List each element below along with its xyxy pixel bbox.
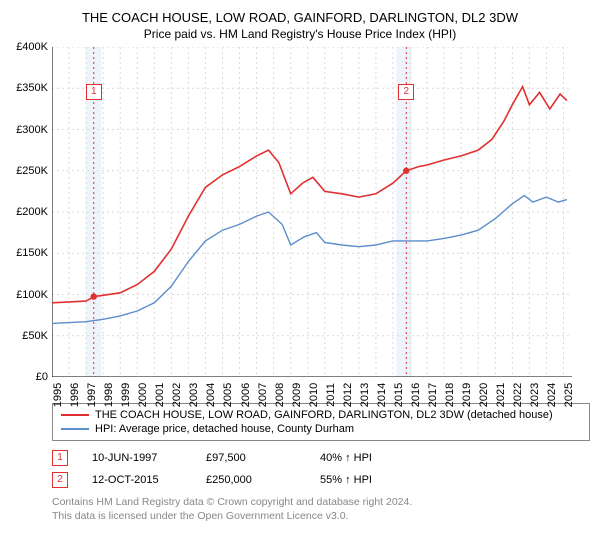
xtick-label: 2015: [393, 383, 405, 407]
chart-marker-2: 2: [398, 84, 414, 100]
legend-label-property: THE COACH HOUSE, LOW ROAD, GAINFORD, DAR…: [95, 409, 553, 421]
ytick-label: £150K: [16, 247, 48, 259]
ytick-label: £400K: [16, 41, 48, 53]
xtick-label: 2025: [563, 383, 575, 407]
ytick-label: £200K: [16, 206, 48, 218]
legend-item-property: THE COACH HOUSE, LOW ROAD, GAINFORD, DAR…: [61, 408, 581, 422]
attribution-line: This data is licensed under the Open Gov…: [52, 509, 590, 523]
xtick-label: 2007: [257, 383, 269, 407]
sales-table: 1 10-JUN-1997 £97,500 40% ↑ HPI 2 12-OCT…: [52, 447, 590, 491]
xtick-label: 2013: [359, 383, 371, 407]
xtick-label: 2019: [461, 383, 473, 407]
xtick-label: 2001: [154, 383, 166, 407]
xtick-label: 2022: [512, 383, 524, 407]
xtick-label: 2008: [274, 383, 286, 407]
xtick-label: 2023: [529, 383, 541, 407]
xtick-label: 2024: [546, 383, 558, 407]
legend-swatch-property: [61, 414, 89, 416]
sale-diff: 55% ↑ HPI: [320, 474, 410, 486]
sale-marker-1: 1: [52, 450, 68, 466]
table-row: 1 10-JUN-1997 £97,500 40% ↑ HPI: [52, 447, 590, 469]
xtick-label: 2010: [308, 383, 320, 407]
xtick-label: 1998: [103, 383, 115, 407]
chart-svg: [52, 47, 572, 377]
sale-marker-2: 2: [52, 472, 68, 488]
xtick-label: 2004: [205, 383, 217, 407]
sale-price: £250,000: [206, 474, 296, 486]
xtick-label: 1997: [86, 383, 98, 407]
xtick-label: 2000: [137, 383, 149, 407]
sale-date: 10-JUN-1997: [92, 452, 182, 464]
xtick-label: 1999: [120, 383, 132, 407]
legend-item-hpi: HPI: Average price, detached house, Coun…: [61, 422, 581, 436]
xtick-label: 2011: [325, 383, 337, 407]
xtick-label: 2020: [478, 383, 490, 407]
price-chart: £0£50K£100K£150K£200K£250K£300K£350K£400…: [52, 47, 572, 377]
ytick-label: £50K: [22, 330, 48, 342]
chart-title: THE COACH HOUSE, LOW ROAD, GAINFORD, DAR…: [10, 10, 590, 25]
xtick-label: 2014: [376, 383, 388, 407]
chart-marker-1: 1: [86, 84, 102, 100]
xtick-label: 2009: [291, 383, 303, 407]
xtick-label: 2005: [222, 383, 234, 407]
attribution: Contains HM Land Registry data © Crown c…: [52, 495, 590, 523]
sale-date: 12-OCT-2015: [92, 474, 182, 486]
sale-price: £97,500: [206, 452, 296, 464]
xtick-label: 1996: [69, 383, 81, 407]
ytick-label: £0: [36, 371, 48, 383]
xtick-label: 2018: [444, 383, 456, 407]
table-row: 2 12-OCT-2015 £250,000 55% ↑ HPI: [52, 469, 590, 491]
xtick-label: 2017: [427, 383, 439, 407]
ytick-label: £100K: [16, 289, 48, 301]
xtick-label: 2003: [188, 383, 200, 407]
xtick-label: 1995: [52, 383, 64, 407]
ytick-label: £300K: [16, 124, 48, 136]
xtick-label: 2012: [342, 383, 354, 407]
chart-subtitle: Price paid vs. HM Land Registry's House …: [10, 27, 590, 41]
legend: THE COACH HOUSE, LOW ROAD, GAINFORD, DAR…: [52, 403, 590, 441]
attribution-line: Contains HM Land Registry data © Crown c…: [52, 495, 590, 509]
xtick-label: 2021: [495, 383, 507, 407]
sale-diff: 40% ↑ HPI: [320, 452, 410, 464]
legend-swatch-hpi: [61, 428, 89, 430]
ytick-label: £350K: [16, 82, 48, 94]
xtick-label: 2006: [240, 383, 252, 407]
legend-label-hpi: HPI: Average price, detached house, Coun…: [95, 423, 354, 435]
xtick-label: 2016: [410, 383, 422, 407]
xtick-label: 2002: [171, 383, 183, 407]
ytick-label: £250K: [16, 165, 48, 177]
